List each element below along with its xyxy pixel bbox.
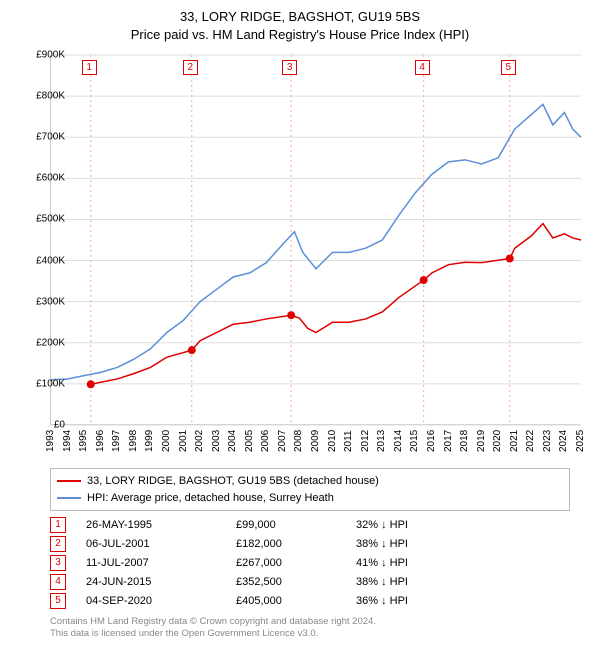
tx-date: 24-JUN-2015 [86, 576, 236, 588]
x-tick-label: 2001 [178, 430, 189, 460]
y-tick-label: £600K [36, 173, 65, 184]
legend-label: HPI: Average price, detached house, Surr… [87, 490, 334, 507]
y-tick-label: £800K [36, 91, 65, 102]
title-address: 33, LORY RIDGE, BAGSHOT, GU19 5BS [0, 8, 600, 26]
x-tick-label: 2005 [244, 430, 255, 460]
x-tick-label: 2000 [161, 430, 172, 460]
transaction-row: 1 26-MAY-1995£99,00032% ↓ HPI [50, 515, 570, 534]
y-tick-label: £400K [36, 255, 65, 266]
x-tick-label: 1997 [111, 430, 122, 460]
x-tick-label: 1999 [144, 430, 155, 460]
tx-date: 11-JUL-2007 [86, 557, 236, 569]
x-tick-label: 2021 [509, 430, 520, 460]
tx-date: 04-SEP-2020 [86, 595, 236, 607]
tx-diff: 36% ↓ HPI [356, 595, 476, 607]
x-tick-label: 2009 [310, 430, 321, 460]
legend-label: 33, LORY RIDGE, BAGSHOT, GU19 5BS (detac… [87, 473, 379, 490]
x-tick-label: 1996 [95, 430, 106, 460]
x-tick-label: 2013 [376, 430, 387, 460]
tx-diff: 32% ↓ HPI [356, 519, 476, 531]
x-tick-label: 2003 [211, 430, 222, 460]
x-tick-label: 2016 [426, 430, 437, 460]
legend-item: HPI: Average price, detached house, Surr… [57, 490, 563, 507]
y-tick-label: £0 [54, 420, 65, 431]
tx-num: 3 [50, 555, 66, 571]
title-subtitle: Price paid vs. HM Land Registry's House … [0, 26, 600, 44]
x-tick-label: 2012 [360, 430, 371, 460]
transaction-row: 3 11-JUL-2007£267,00041% ↓ HPI [50, 553, 570, 572]
x-tick-label: 1993 [45, 430, 56, 460]
transaction-marker-2: 2 [183, 60, 198, 75]
footer-line2: This data is licensed under the Open Gov… [50, 628, 376, 640]
x-tick-label: 2018 [459, 430, 470, 460]
tx-num: 2 [50, 536, 66, 552]
y-tick-label: £700K [36, 132, 65, 143]
x-tick-label: 2004 [227, 430, 238, 460]
transaction-marker-5: 5 [501, 60, 516, 75]
x-tick-label: 2014 [393, 430, 404, 460]
x-tick-label: 2015 [409, 430, 420, 460]
transaction-row: 5 04-SEP-2020£405,00036% ↓ HPI [50, 591, 570, 610]
chart-container: 33, LORY RIDGE, BAGSHOT, GU19 5BS Price … [0, 0, 600, 650]
transaction-row: 2 06-JUL-2001£182,00038% ↓ HPI [50, 534, 570, 553]
plot-area [50, 55, 580, 425]
x-tick-label: 2002 [194, 430, 205, 460]
x-tick-label: 2024 [558, 430, 569, 460]
legend: 33, LORY RIDGE, BAGSHOT, GU19 5BS (detac… [50, 468, 570, 511]
y-tick-label: £200K [36, 337, 65, 348]
tx-diff: 38% ↓ HPI [356, 538, 476, 550]
legend-swatch [57, 480, 81, 482]
tx-num: 5 [50, 593, 66, 609]
y-tick-label: £900K [36, 50, 65, 61]
tx-date: 26-MAY-1995 [86, 519, 236, 531]
x-tick-label: 2006 [260, 430, 271, 460]
tx-price: £352,500 [236, 576, 356, 588]
transaction-marker-4: 4 [415, 60, 430, 75]
x-tick-label: 2020 [492, 430, 503, 460]
legend-swatch [57, 497, 81, 499]
x-tick-label: 1994 [62, 430, 73, 460]
x-tick-label: 2019 [476, 430, 487, 460]
x-tick-label: 2022 [525, 430, 536, 460]
y-tick-label: £100K [36, 378, 65, 389]
tx-price: £405,000 [236, 595, 356, 607]
transactions-table: 1 26-MAY-1995£99,00032% ↓ HPI 2 06-JUL-2001… [50, 515, 570, 610]
x-tick-label: 2010 [327, 430, 338, 460]
tx-diff: 41% ↓ HPI [356, 557, 476, 569]
tx-price: £99,000 [236, 519, 356, 531]
x-tick-label: 2025 [575, 430, 586, 460]
footer-line1: Contains HM Land Registry data © Crown c… [50, 616, 376, 628]
tx-diff: 38% ↓ HPI [356, 576, 476, 588]
y-tick-label: £500K [36, 214, 65, 225]
x-tick-label: 1995 [78, 430, 89, 460]
tx-date: 06-JUL-2001 [86, 538, 236, 550]
y-tick-label: £300K [36, 296, 65, 307]
footer: Contains HM Land Registry data © Crown c… [50, 616, 376, 641]
transaction-row: 4 24-JUN-2015£352,50038% ↓ HPI [50, 572, 570, 591]
tx-num: 1 [50, 517, 66, 533]
transaction-marker-3: 3 [282, 60, 297, 75]
x-tick-label: 2011 [343, 430, 354, 460]
tx-price: £267,000 [236, 557, 356, 569]
chart-svg [51, 55, 580, 424]
x-tick-label: 2008 [293, 430, 304, 460]
tx-price: £182,000 [236, 538, 356, 550]
tx-num: 4 [50, 574, 66, 590]
legend-item: 33, LORY RIDGE, BAGSHOT, GU19 5BS (detac… [57, 473, 563, 490]
x-tick-label: 2007 [277, 430, 288, 460]
x-tick-label: 2023 [542, 430, 553, 460]
x-tick-label: 2017 [443, 430, 454, 460]
title-block: 33, LORY RIDGE, BAGSHOT, GU19 5BS Price … [0, 0, 600, 44]
x-tick-label: 1998 [128, 430, 139, 460]
transaction-marker-1: 1 [82, 60, 97, 75]
